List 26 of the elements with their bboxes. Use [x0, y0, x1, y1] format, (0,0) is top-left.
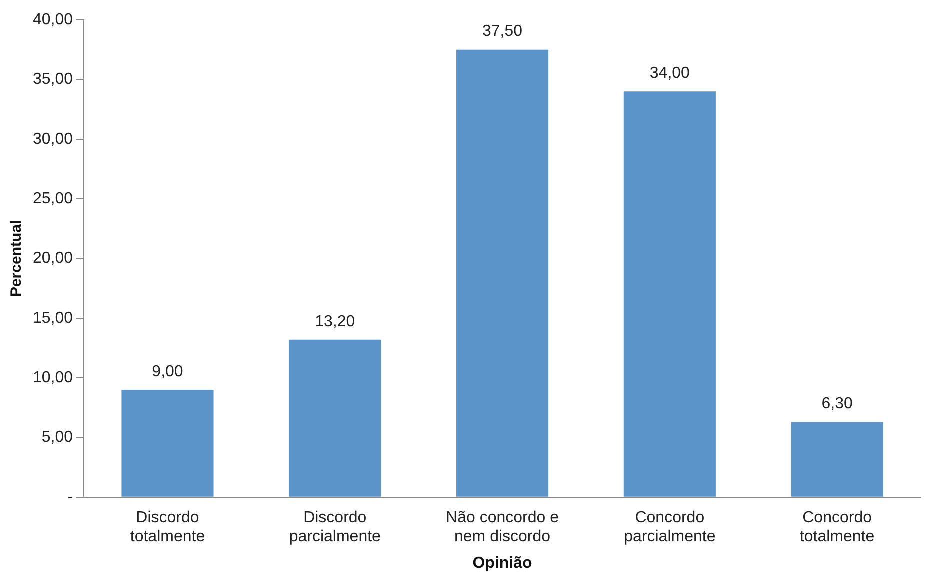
- bar: [791, 422, 884, 497]
- y-tick-label: 35,00: [32, 71, 74, 88]
- bar: [624, 92, 716, 497]
- data-label: 37,50: [482, 23, 523, 40]
- bar: [122, 390, 214, 497]
- y-tick-label: 40,00: [32, 11, 74, 28]
- data-label: 9,00: [152, 363, 184, 380]
- y-tick-label: 5,00: [42, 429, 74, 446]
- data-label: 13,20: [315, 313, 356, 330]
- y-tick-label: 25,00: [32, 190, 74, 208]
- data-label: 34,00: [650, 65, 690, 82]
- bar: [289, 340, 382, 497]
- x-tick-label: Concordo totalmente: [800, 509, 875, 546]
- x-tick-label: Concordo parcialmente: [624, 509, 716, 546]
- bar: [456, 50, 549, 497]
- y-tick-label: 10,00: [32, 369, 74, 386]
- y-tick-label: 20,00: [32, 250, 74, 268]
- y-tick-label: 30,00: [32, 130, 74, 148]
- x-tick-label: Discordo parcialmente: [289, 509, 382, 546]
- x-tick-label: Não concordo e nem discordo: [446, 509, 560, 546]
- y-tick-label: -: [68, 488, 74, 506]
- data-label: 6,30: [822, 396, 853, 413]
- y-axis-title: Percentual: [8, 220, 26, 298]
- x-axis-title: Opinião: [472, 554, 533, 572]
- y-tick-label: 15,00: [32, 310, 74, 327]
- x-tick-label: Discordo totalmente: [130, 509, 206, 546]
